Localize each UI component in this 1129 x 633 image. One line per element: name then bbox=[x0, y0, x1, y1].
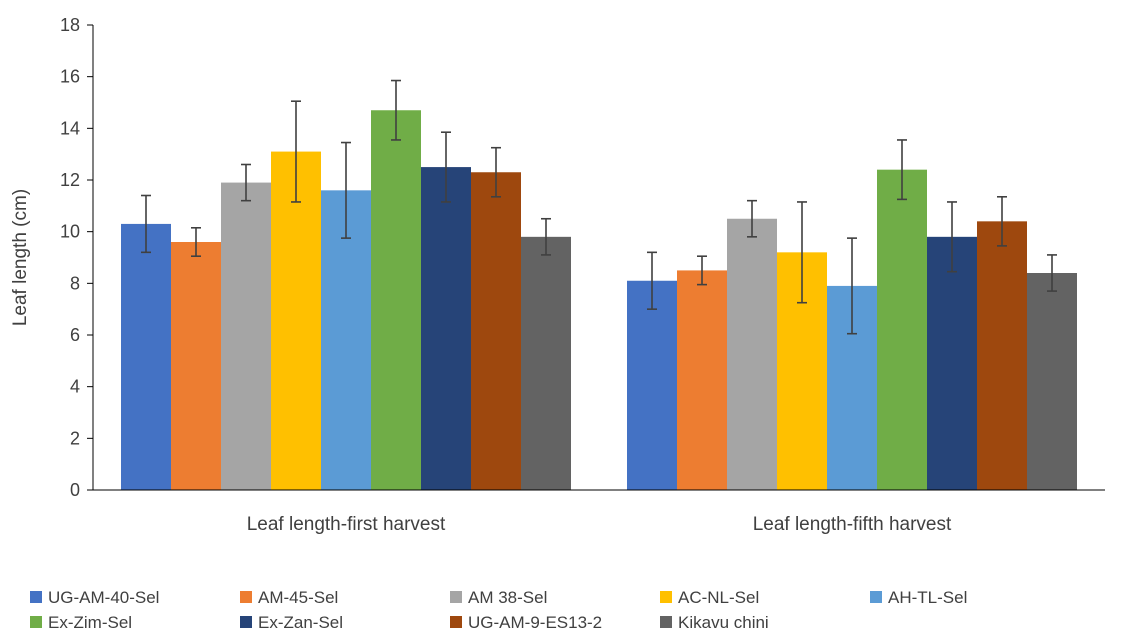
error-bar bbox=[491, 146, 501, 198]
bar bbox=[727, 218, 777, 490]
legend-item: AH-TL-Sel bbox=[870, 588, 967, 607]
legend-item: UG-AM-9-ES13-2 bbox=[450, 613, 602, 632]
y-tick-label: 0 bbox=[70, 480, 80, 500]
legend-swatch bbox=[240, 616, 252, 628]
category-label: Leaf length-first harvest bbox=[247, 514, 446, 535]
bar bbox=[677, 270, 727, 490]
error-bar bbox=[541, 217, 551, 256]
legend-swatch bbox=[240, 591, 252, 603]
legend-swatch bbox=[660, 616, 672, 628]
legend-swatch bbox=[30, 591, 42, 603]
error-bars bbox=[141, 79, 1057, 335]
error-bar bbox=[997, 195, 1007, 247]
category-label: Leaf length-fifth harvest bbox=[753, 514, 952, 535]
bar bbox=[521, 236, 571, 490]
error-bar bbox=[291, 100, 301, 203]
y-tick-label: 4 bbox=[70, 377, 80, 397]
bar bbox=[927, 236, 977, 490]
error-bar bbox=[847, 237, 857, 335]
legend-swatch bbox=[450, 591, 462, 603]
legend-label: Ex-Zim-Sel bbox=[48, 613, 132, 628]
legend-label: AM-45-Sel bbox=[258, 588, 338, 607]
y-tick-label: 16 bbox=[60, 67, 80, 87]
bar bbox=[877, 169, 927, 490]
bar bbox=[421, 167, 471, 491]
category-labels: Leaf length-first harvest Leaf length-fif… bbox=[247, 514, 952, 535]
error-bar bbox=[341, 141, 351, 239]
y-tick-label: 8 bbox=[70, 273, 80, 293]
bar bbox=[321, 190, 371, 491]
legend-label: AC-NL-Sel bbox=[678, 588, 759, 607]
bar bbox=[171, 242, 221, 490]
legend-label: UG-AM-40-Sel bbox=[48, 588, 159, 607]
bar bbox=[121, 223, 171, 490]
legend: UG-AM-40-Sel AM-45-Sel AM 38-Sel AC-NL-Sel A… bbox=[30, 588, 967, 632]
legend-item: Kikavu chini bbox=[660, 613, 769, 632]
y-axis-ticks: 0 2 4 6 8 10 12 14 16 18 bbox=[60, 15, 93, 500]
bar bbox=[977, 221, 1027, 491]
legend-swatch bbox=[30, 616, 42, 628]
error-bar bbox=[647, 251, 657, 310]
legend-item: Ex-Zim-Sel bbox=[30, 613, 132, 632]
error-bar bbox=[947, 201, 957, 273]
legend-swatch bbox=[450, 616, 462, 628]
y-tick-label: 2 bbox=[70, 428, 80, 448]
y-axis-title: Leaf length (cm) bbox=[10, 189, 31, 326]
error-bar bbox=[1047, 254, 1057, 292]
legend-swatch bbox=[660, 591, 672, 603]
y-tick-label: 18 bbox=[60, 15, 80, 35]
legend-label: Kikavu chini bbox=[678, 613, 769, 628]
legend-label: Ex-Zan-Sel bbox=[258, 613, 343, 628]
error-bar bbox=[697, 255, 707, 286]
y-tick-label: 12 bbox=[60, 170, 80, 190]
y-tick-label: 14 bbox=[60, 118, 80, 138]
error-bar bbox=[747, 199, 757, 238]
bar bbox=[1027, 273, 1077, 490]
error-bar bbox=[897, 139, 907, 201]
legend-label: AM 38-Sel bbox=[468, 588, 547, 607]
error-bar bbox=[141, 194, 151, 254]
legend-label: UG-AM-9-ES13-2 bbox=[468, 613, 602, 628]
bar bbox=[371, 110, 421, 490]
legend-item: AM-45-Sel bbox=[240, 588, 338, 607]
legend-item: UG-AM-40-Sel bbox=[30, 588, 159, 607]
legend-item: Ex-Zan-Sel bbox=[240, 613, 343, 632]
legend-item: AM 38-Sel bbox=[450, 588, 547, 607]
error-bar bbox=[391, 79, 401, 141]
error-bar bbox=[241, 163, 251, 202]
y-tick-label: 10 bbox=[60, 222, 80, 242]
legend-label: AH-TL-Sel bbox=[888, 588, 967, 607]
bars bbox=[121, 110, 1077, 491]
error-bar bbox=[797, 201, 807, 304]
error-bar bbox=[191, 226, 201, 258]
error-bar bbox=[441, 131, 451, 203]
bar bbox=[627, 280, 677, 490]
bar bbox=[221, 182, 271, 491]
legend-item: AC-NL-Sel bbox=[660, 588, 759, 607]
y-tick-label: 6 bbox=[70, 325, 80, 345]
bar bbox=[471, 172, 521, 490]
legend-swatch bbox=[870, 591, 882, 603]
bar bbox=[271, 151, 321, 491]
